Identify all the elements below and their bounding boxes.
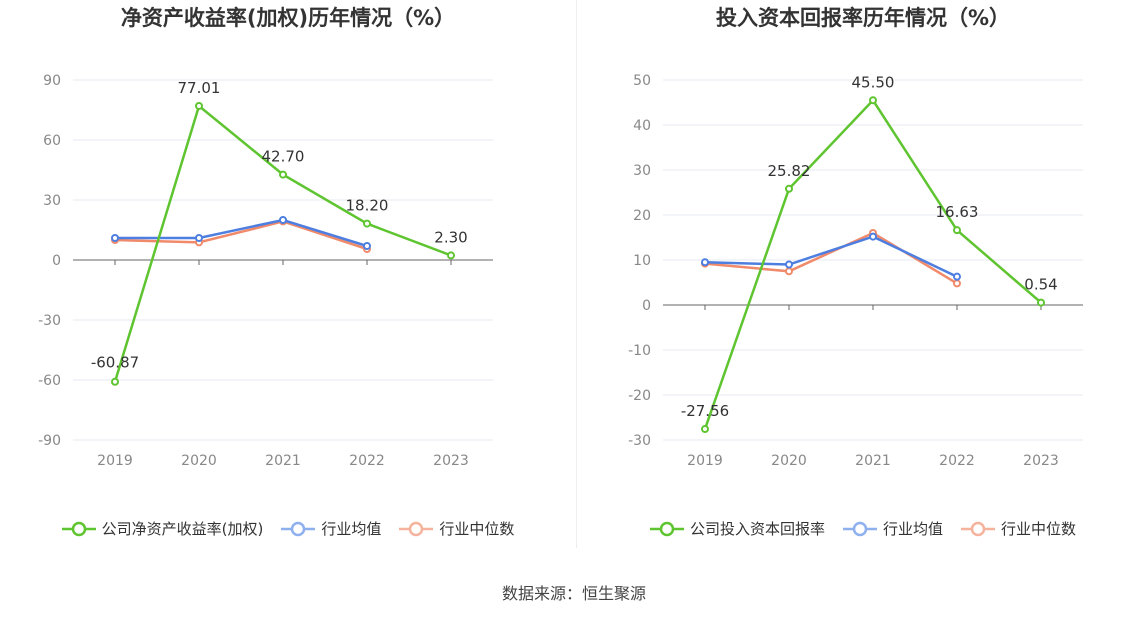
y-tick-label: 90	[43, 73, 61, 89]
series-line	[704, 235, 958, 278]
legend-label: 公司投入资本回报率	[689, 520, 825, 538]
legend-item[interactable]: 行业均值	[842, 518, 943, 539]
legend-item[interactable]: 行业中位数	[399, 518, 514, 539]
legend-item[interactable]: 公司投入资本回报率	[649, 518, 825, 539]
legend-line-circle-icon	[399, 521, 434, 536]
x-tick-label: 2019	[687, 453, 723, 469]
legend-circle	[291, 521, 306, 536]
data-label: 16.63	[936, 203, 979, 221]
data-point	[869, 232, 877, 241]
legend-line-circle-icon	[61, 521, 96, 536]
legend-line-circle-icon	[281, 521, 316, 536]
y-tick-label: -10	[628, 343, 651, 359]
legend-circle	[71, 521, 86, 536]
data-label: 0.54	[1024, 276, 1057, 294]
data-point	[785, 184, 793, 193]
x-tick-label: 2019	[97, 453, 133, 469]
legend-label: 行业中位数	[1001, 520, 1077, 538]
chart-legend: 公司投入资本回报率 行业均值 行业中位数	[578, 518, 1148, 539]
data-label: 42.70	[262, 148, 305, 166]
x-tick-label: 2020	[771, 453, 807, 469]
y-tick-label: -20	[628, 388, 651, 404]
data-point	[953, 272, 961, 281]
data-point	[785, 260, 793, 269]
data-label: -60.87	[91, 354, 139, 372]
x-tick-label: 2023	[1023, 453, 1059, 469]
data-point	[953, 279, 961, 288]
y-tick-label: -30	[628, 433, 651, 449]
data-point	[785, 267, 793, 276]
legend-item[interactable]: 行业均值	[281, 518, 381, 539]
y-tick-label: 30	[633, 163, 651, 179]
legend-label: 行业中位数	[439, 520, 515, 538]
y-tick-label: 20	[633, 208, 651, 224]
legend-line-circle-icon	[961, 521, 995, 536]
roic-chart-panel: 投入资本回报率历年情况（%） -30 -20 -10 0 10 20 30 40 50 2019 2…	[578, 0, 1148, 560]
y-tick-label: 10	[633, 253, 651, 269]
legend-label: 行业均值	[882, 520, 943, 538]
y-tick-label: 50	[633, 73, 651, 89]
x-tick-label: 2021	[855, 453, 891, 469]
chart-legend: 公司净资产收益率(加权) 行业均值 行业中位数	[0, 518, 576, 539]
y-tick-label: -30	[38, 313, 61, 329]
data-source: 数据来源：恒生聚源	[501, 584, 646, 603]
roe-chart-panel: 净资产收益率(加权)历年情况（%） -90 -60 -30 0 30 60 90 2019 20…	[0, 0, 576, 560]
data-point	[701, 258, 709, 267]
series-line	[115, 218, 368, 248]
data-point	[279, 170, 287, 179]
legend-circle	[852, 521, 868, 536]
legend-circle	[970, 521, 986, 536]
legend-line-circle-icon	[649, 521, 684, 536]
chart-title: 净资产收益率(加权)历年情况（%）	[120, 6, 456, 30]
chart-title: 投入资本回报率历年情况（%）	[715, 6, 1011, 30]
panel-divider	[576, 0, 577, 548]
data-point	[447, 251, 455, 260]
data-label: 77.01	[178, 79, 221, 97]
y-tick-label: 40	[633, 118, 651, 134]
data-point	[363, 219, 371, 228]
data-point	[701, 425, 709, 434]
data-point	[111, 234, 119, 242]
data-point	[869, 96, 877, 105]
x-tick-label: 2022	[939, 453, 975, 469]
y-tick-label: 60	[43, 133, 61, 149]
roic-line-chart: -30 -20 -10 0 10 20 30 40 50 2019 2020 2021 2022 2023…	[628, 73, 1083, 469]
x-tick-label: 2021	[265, 453, 301, 469]
data-label: 18.20	[346, 197, 389, 215]
legend-circle	[409, 521, 424, 536]
data-point	[279, 216, 287, 224]
legend-circle	[659, 521, 675, 536]
y-tick-label: 0	[52, 253, 61, 269]
x-tick-label: 2023	[433, 453, 469, 469]
data-label: -27.56	[681, 402, 729, 420]
data-point	[953, 226, 961, 235]
data-point	[111, 377, 119, 386]
data-label: 2.30	[434, 228, 467, 246]
x-tick-label: 2022	[349, 453, 385, 469]
x-tick-label: 2020	[181, 453, 217, 469]
roe-line-chart: -90 -60 -30 0 30 60 90 2019 2020 2021 2022 2023 -60.…	[38, 73, 493, 469]
legend-label: 行业均值	[321, 520, 382, 538]
data-point	[1037, 298, 1045, 307]
legend-label: 公司净资产收益率(加权)	[101, 520, 264, 538]
y-tick-label: -60	[38, 373, 61, 389]
data-label: 45.50	[852, 73, 895, 91]
data-label: 25.82	[768, 162, 811, 180]
legend-line-circle-icon	[842, 521, 877, 536]
series-line	[704, 231, 958, 285]
y-tick-label: 30	[43, 193, 61, 209]
data-point	[363, 242, 371, 250]
y-tick-label: 0	[642, 298, 651, 314]
legend-item[interactable]: 行业中位数	[961, 518, 1076, 539]
legend-item[interactable]: 公司净资产收益率(加权)	[61, 518, 264, 539]
data-point	[195, 101, 203, 110]
y-tick-label: -90	[38, 433, 61, 449]
data-point	[195, 234, 203, 242]
